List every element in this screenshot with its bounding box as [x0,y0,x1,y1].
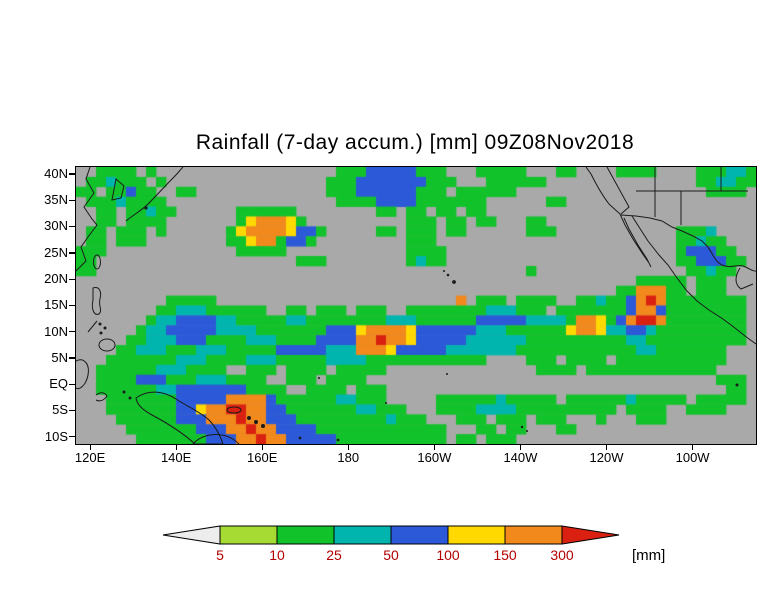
colorbar-units-label: [mm] [632,547,665,564]
x-axis-tick-label: 140W [503,450,538,465]
colorbar-tick-label: 300 [550,547,574,563]
rainfall-heatmap-canvas [76,167,756,444]
colorbar-segment [447,525,506,545]
y-axis-tick-label: 35N [44,192,68,208]
colorbar-tick-label: 25 [326,547,342,563]
colorbar-segment [333,525,392,545]
colorbar-segment [276,525,335,545]
colorbar-tick-label: 10 [269,547,285,563]
x-axis-tick-label: 100W [675,450,710,465]
colorbar-segment [504,525,563,545]
x-axis-tick-label: 160W [417,450,452,465]
colorbar-segment [390,525,449,545]
x-axis-tick-label: 180 [337,450,360,465]
chart-title: Rainfall (7-day accum.) [mm] 09Z08Nov201… [195,131,635,154]
y-axis-tick-label: 25N [44,244,68,260]
colorbar-svg: 5 10 25 50 100 150 300 [mm] [162,525,665,564]
x-axis-tick-label: 160E [247,450,278,465]
colorbar-tick-label: 150 [493,547,517,563]
y-axis-tick-label: EQ [49,376,68,392]
y-axis-tick-label: 5S [52,402,68,418]
colorbar: 5 10 25 50 100 150 300 [mm] [150,524,710,568]
y-axis-tick-label: 30N [44,218,68,234]
x-axis-tick-label: 140E [160,450,192,465]
y-axis-tick-label: 20N [44,271,68,286]
y-axis-tick-label: 15N [44,297,68,313]
x-axis-tick-label: 120W [589,450,624,465]
x-axis-tick-label: 120E [74,450,106,465]
colorbar-tick-label: 5 [216,547,224,563]
y-axis-tick-label: 10S [44,428,68,444]
y-axis-tick-label: 40N [44,165,68,181]
colorbar-left-arrow [162,525,221,545]
colorbar-tick-label: 100 [436,547,460,563]
y-axis-tick-label: 5N [51,349,68,365]
colorbar-segment [219,525,278,545]
colorbar-tick-label: 50 [383,547,399,563]
map-plot-area [75,166,757,445]
y-axis-tick-label: 10N [44,323,68,339]
colorbar-right-arrow [561,525,620,545]
